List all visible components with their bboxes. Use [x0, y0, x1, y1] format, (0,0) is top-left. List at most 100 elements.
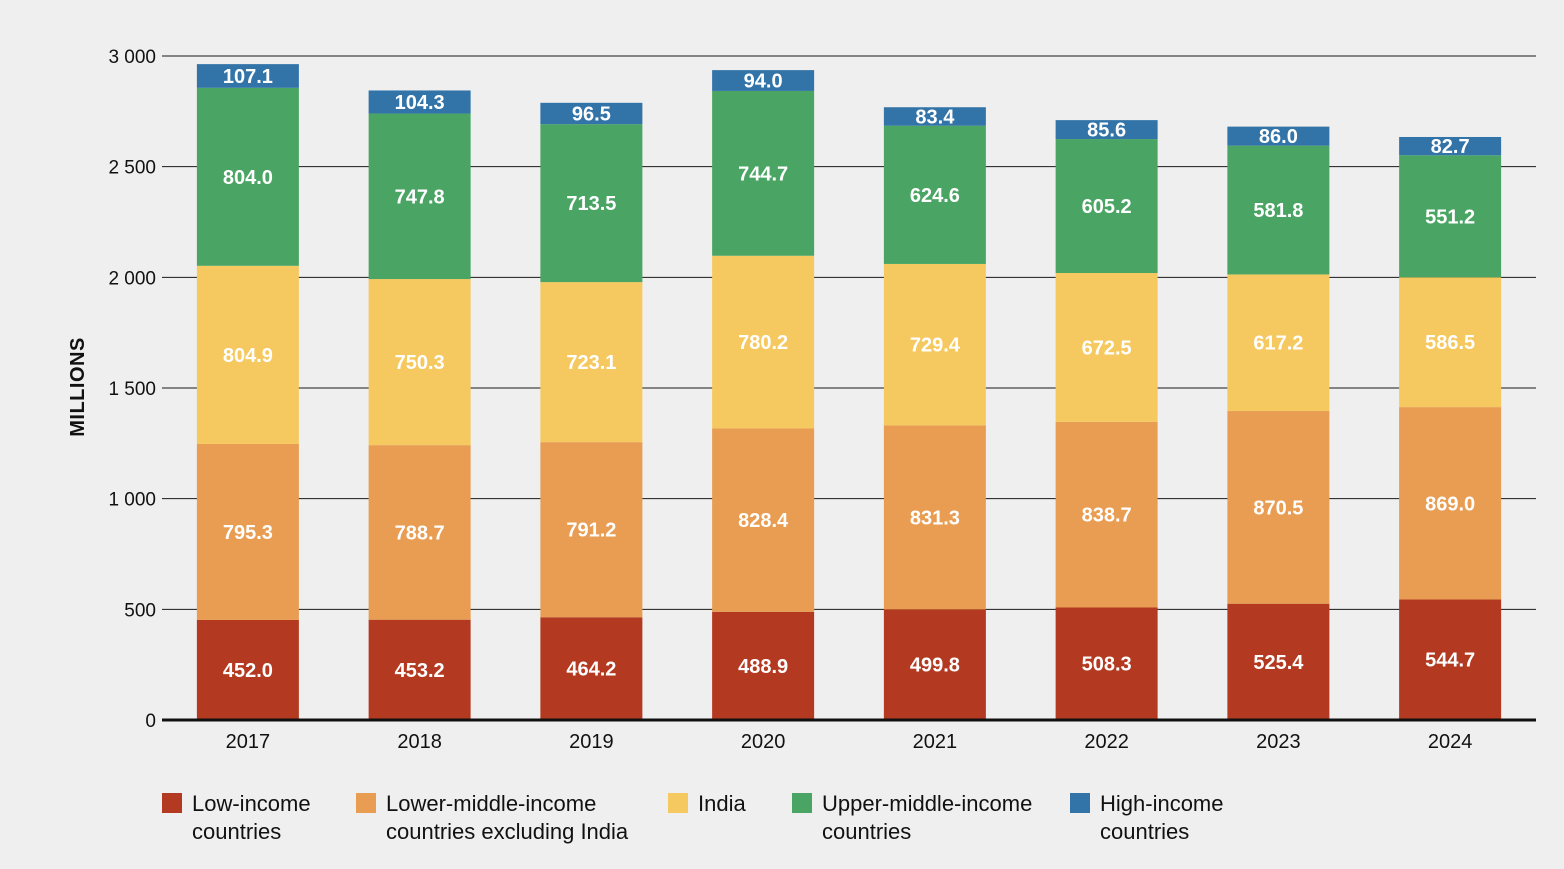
x-tick-label: 2018 — [397, 731, 442, 753]
data-label: 838.7 — [1082, 505, 1132, 527]
legend-label: countries — [192, 819, 281, 844]
data-label: 788.7 — [395, 522, 445, 544]
data-label: 104.3 — [395, 92, 445, 114]
bar-segment — [196, 64, 299, 88]
bar-segment — [883, 425, 986, 610]
bar-segment — [1055, 139, 1158, 274]
bar-segment — [1055, 120, 1158, 140]
bar-segment — [1227, 126, 1330, 146]
bar-segment — [1399, 136, 1502, 156]
legend-label: Lower-middle-income — [386, 791, 596, 816]
data-label: 86.0 — [1259, 126, 1298, 148]
bar-segment — [540, 124, 643, 283]
bar-segment — [1399, 407, 1502, 600]
data-label: 464.2 — [566, 659, 616, 681]
bar-segment — [540, 282, 643, 443]
x-tick-label: 2019 — [569, 731, 614, 753]
y-tick-label: 2 000 — [108, 268, 156, 289]
bar-segment — [540, 442, 643, 618]
bar-segment — [1227, 145, 1330, 275]
bar-segment — [368, 619, 471, 720]
data-label: 828.4 — [738, 510, 789, 532]
data-label: 750.3 — [395, 352, 445, 374]
data-label: 508.3 — [1082, 654, 1132, 676]
bar-segment — [712, 255, 815, 429]
bar-segment — [196, 265, 299, 444]
bar-segment — [883, 107, 986, 126]
legend-label: High-income — [1100, 791, 1224, 816]
gridlines — [162, 55, 1536, 610]
bar-segment — [368, 113, 471, 280]
bar-segment — [540, 102, 643, 125]
data-label: 525.4 — [1253, 652, 1304, 674]
y-tick-label: 0 — [145, 711, 156, 732]
bar-segment — [196, 87, 299, 266]
data-label: 791.2 — [566, 520, 616, 542]
data-label: 85.6 — [1087, 120, 1126, 142]
legend-swatch — [1070, 793, 1090, 813]
data-label: 831.3 — [910, 507, 960, 529]
x-tick-label: 2021 — [913, 731, 958, 753]
data-label: 96.5 — [572, 103, 611, 125]
bar-segment — [712, 90, 815, 256]
data-label: 544.7 — [1425, 650, 1475, 672]
bar-segment — [368, 279, 471, 446]
axes: 0 500 1 000 1 500 2 000 2 500 3 000 2017 2018 201… — [108, 47, 1536, 753]
bar-segment — [1227, 411, 1330, 604]
y-tick-label: 2 500 — [108, 158, 156, 179]
bar-segment — [368, 445, 471, 620]
bar-segment — [540, 617, 643, 720]
data-label: 804.0 — [223, 167, 273, 189]
data-label: 747.8 — [395, 186, 445, 208]
data-label: 870.5 — [1253, 497, 1303, 519]
bar-segment — [712, 70, 815, 91]
bar-segment — [712, 428, 815, 612]
legend-label: India — [698, 791, 746, 816]
data-label: 581.8 — [1253, 200, 1303, 222]
x-tick-label: 2024 — [1428, 731, 1473, 753]
data-label: 605.2 — [1082, 196, 1132, 218]
x-tick-label: 2023 — [1256, 731, 1301, 753]
legend-swatch — [356, 793, 376, 813]
data-label: 82.7 — [1431, 136, 1470, 158]
bar-segment — [1399, 155, 1502, 278]
legend-swatch — [668, 793, 688, 813]
bar-segment — [1399, 277, 1502, 408]
bar-segment — [196, 619, 299, 720]
y-tick-label: 3 000 — [108, 47, 156, 68]
bar-segment — [196, 443, 299, 620]
data-label: 586.5 — [1425, 332, 1475, 354]
legend-label: countries — [1100, 819, 1189, 844]
legend-swatch — [162, 793, 182, 813]
data-label: 83.4 — [915, 106, 955, 128]
data-label: 795.3 — [223, 522, 273, 544]
data-label: 672.5 — [1082, 337, 1132, 359]
data-label: 869.0 — [1425, 493, 1475, 515]
y-tick-label: 1 500 — [108, 379, 156, 400]
y-tick-label: 1 000 — [108, 490, 156, 511]
legend-label: Low-income — [192, 791, 311, 816]
data-label: 551.2 — [1425, 206, 1475, 228]
data-label: 780.2 — [738, 332, 788, 354]
data-label: 624.6 — [910, 185, 960, 207]
legend: Low-income countries Lower-middle-income co… — [162, 791, 1224, 844]
data-labels: 452.0 795.3 804.9 804.0 107.1 453.2 788.7 750.3… — [223, 66, 1475, 682]
data-label: 744.7 — [738, 163, 788, 185]
data-label: 804.9 — [223, 345, 273, 367]
bar-segment — [1227, 603, 1330, 720]
bar-segment — [368, 90, 471, 114]
bar-segment — [883, 609, 986, 720]
bar-segment — [1055, 607, 1158, 720]
legend-label: Upper-middle-income — [822, 791, 1032, 816]
bars — [196, 64, 1502, 720]
data-label: 452.0 — [223, 660, 273, 682]
bar-segment — [712, 611, 815, 720]
bar-segment — [1227, 274, 1330, 412]
data-label: 453.2 — [395, 660, 445, 682]
bar-segment — [1055, 421, 1158, 608]
x-tick-label: 2017 — [226, 731, 271, 753]
y-tick-label: 500 — [124, 600, 156, 621]
x-tick-label: 2020 — [741, 731, 786, 753]
